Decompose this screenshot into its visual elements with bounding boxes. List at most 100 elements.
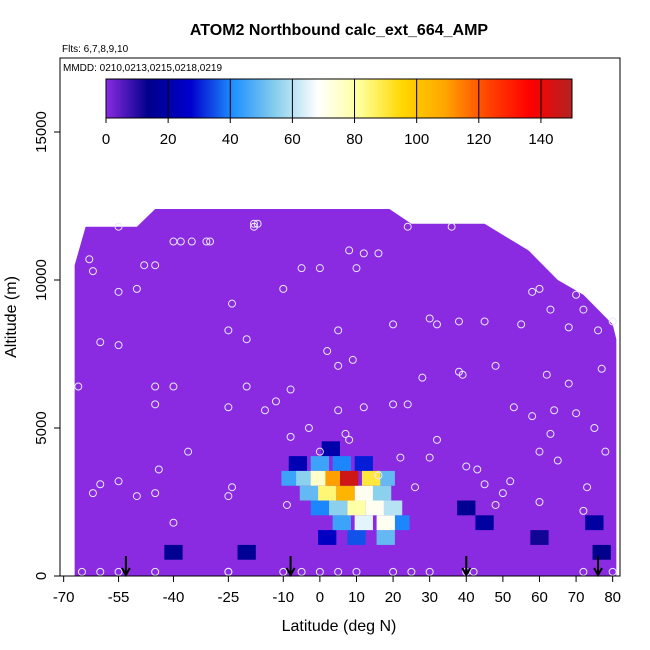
sample-point bbox=[594, 326, 603, 335]
sample-point bbox=[315, 567, 324, 576]
x-tick-label: 60 bbox=[531, 589, 548, 606]
sample-point bbox=[553, 456, 562, 465]
sample-point bbox=[206, 237, 215, 246]
y-tick-label: 5000 bbox=[33, 411, 50, 444]
heatmap-cell bbox=[332, 515, 351, 531]
x-tick-label: -25 bbox=[218, 589, 240, 606]
sample-point bbox=[334, 406, 343, 415]
heatmap-cell bbox=[354, 485, 373, 501]
sample-point bbox=[132, 492, 141, 501]
sample-point bbox=[359, 249, 368, 258]
y-tick-label: 0 bbox=[33, 572, 50, 580]
sample-point bbox=[323, 347, 332, 356]
sample-point bbox=[249, 222, 258, 231]
chart-title: ATOM2 Northbound calc_ext_664_AMP bbox=[190, 22, 488, 39]
sample-point bbox=[403, 400, 412, 409]
sample-point bbox=[151, 489, 160, 498]
sample-point bbox=[491, 500, 500, 509]
x-axis-label: Latitude (deg N) bbox=[282, 618, 397, 635]
sample-point bbox=[389, 567, 398, 576]
sample-point bbox=[169, 518, 178, 527]
sample-point bbox=[242, 382, 251, 391]
sample-point bbox=[114, 477, 123, 486]
sample-point bbox=[187, 237, 196, 246]
sample-point bbox=[425, 567, 434, 576]
sample-point bbox=[297, 567, 306, 576]
heatmap-cell bbox=[321, 441, 340, 457]
colorbar-tick-label: 60 bbox=[284, 131, 301, 148]
heatmap-cell bbox=[296, 470, 315, 486]
sample-point bbox=[271, 397, 280, 406]
sample-point bbox=[114, 287, 123, 296]
sample-point bbox=[396, 453, 405, 462]
heatmap-cell bbox=[391, 515, 410, 531]
x-axis: -70 -55 -40 -25 -10 0 10 20 30 40 50 60 70 80 bbox=[53, 576, 621, 606]
sample-point bbox=[96, 567, 105, 576]
plot-frame bbox=[59, 57, 621, 577]
heatmap-cell bbox=[329, 500, 348, 516]
heatmap-cell bbox=[310, 456, 330, 471]
sample-point bbox=[154, 465, 163, 474]
sample-point bbox=[550, 406, 559, 415]
sample-point bbox=[297, 264, 306, 273]
sample-point bbox=[341, 429, 350, 438]
sample-point bbox=[334, 326, 343, 335]
sample-point bbox=[411, 483, 420, 492]
sample-point bbox=[517, 320, 526, 329]
sample-point bbox=[601, 447, 610, 456]
sample-point bbox=[176, 237, 185, 246]
sample-point bbox=[74, 382, 83, 391]
heatmap-cell bbox=[592, 544, 611, 560]
sample-point bbox=[509, 403, 518, 412]
colorbar-tick-label: 100 bbox=[404, 131, 429, 148]
x-tick-label: 80 bbox=[604, 589, 621, 606]
sample-point bbox=[473, 465, 482, 474]
sample-point bbox=[304, 424, 313, 432]
sample-point bbox=[506, 477, 515, 486]
sample-point bbox=[579, 305, 588, 314]
sample-point bbox=[345, 435, 354, 444]
sample-point bbox=[432, 435, 441, 444]
heatmap-cell bbox=[376, 530, 395, 545]
sample-point bbox=[480, 317, 489, 326]
heatmap-cell bbox=[376, 515, 395, 531]
sample-point bbox=[480, 480, 489, 489]
sample-point bbox=[249, 219, 258, 228]
colorbar-tick-label: 20 bbox=[160, 131, 177, 148]
sample-point bbox=[348, 355, 357, 364]
heatmap-cell bbox=[383, 500, 403, 516]
x-tick-label: 0 bbox=[316, 589, 324, 606]
sample-point bbox=[458, 370, 467, 379]
sample-point bbox=[114, 567, 123, 576]
sample-point bbox=[88, 267, 97, 276]
sample-point bbox=[260, 406, 269, 415]
sample-point bbox=[608, 317, 617, 326]
x-tick-label: -40 bbox=[163, 589, 185, 606]
sample-point bbox=[334, 567, 343, 576]
colorbar-gradient bbox=[105, 78, 573, 119]
sample-point bbox=[590, 424, 599, 432]
heatmap-cell bbox=[376, 470, 395, 486]
sample-point bbox=[608, 567, 617, 576]
sample-point bbox=[469, 567, 478, 576]
sample-point bbox=[228, 483, 237, 492]
sample-point bbox=[114, 222, 123, 231]
sample-point bbox=[228, 299, 237, 308]
sample-point bbox=[96, 338, 105, 347]
down-arrow-head bbox=[121, 567, 131, 578]
x-tick-label: 20 bbox=[385, 589, 402, 606]
sample-point bbox=[151, 400, 160, 409]
down-arrow-head bbox=[593, 567, 603, 578]
colorbar-tick-label: 140 bbox=[528, 131, 553, 148]
y-tick-label: 15000 bbox=[33, 111, 50, 153]
sample-point bbox=[286, 385, 295, 394]
heatmap-cell bbox=[318, 485, 337, 501]
sample-point bbox=[535, 284, 544, 293]
colorbar-tick-label: 120 bbox=[466, 131, 491, 148]
sample-point bbox=[279, 567, 288, 576]
colorbar-tick-label: 40 bbox=[222, 131, 239, 148]
sample-point bbox=[374, 471, 383, 480]
heatmap-cell bbox=[299, 485, 319, 501]
colorbar: 0 20 40 60 80 100 120 140 bbox=[102, 78, 573, 148]
